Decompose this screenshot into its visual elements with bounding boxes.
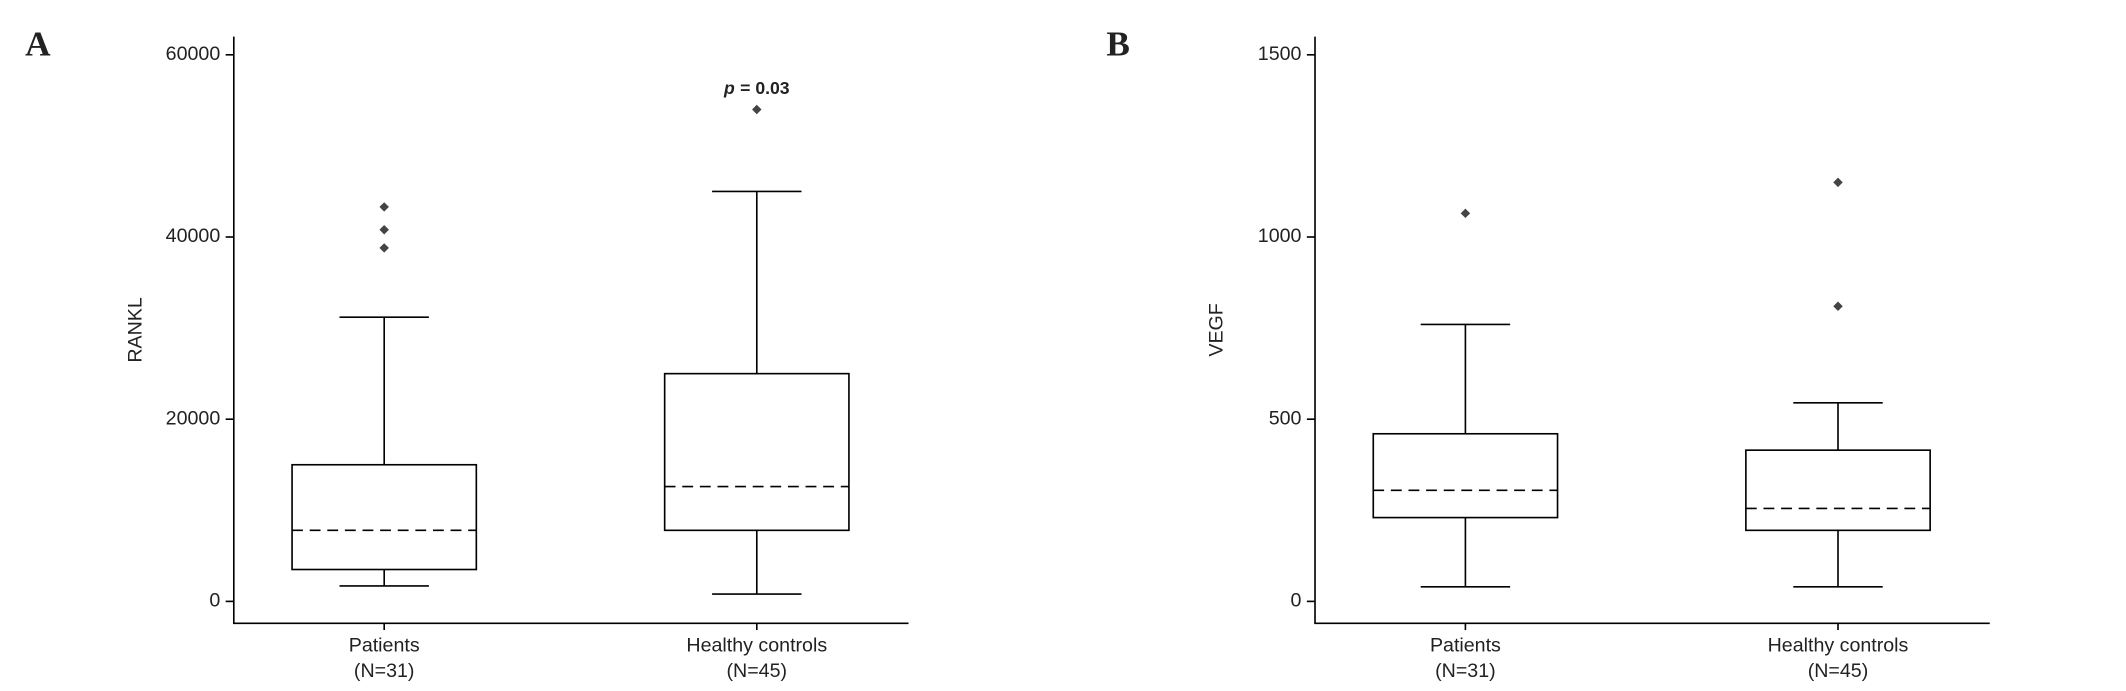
axes [232,36,909,625]
y-tick-label: 20000 [166,407,221,429]
panel-label: A [25,24,51,63]
outlier [1833,177,1843,188]
outlier [1833,301,1843,311]
x-tick-label: Patients [349,634,420,656]
box [1372,432,1559,519]
y-tick-label: 500 [1269,407,1302,429]
x-tick-label: Patients [1430,634,1501,656]
x-tick-label: Healthy controls [1768,634,1909,656]
outlier [379,202,389,212]
annotation-symbol: p [723,78,735,98]
box [1745,449,1931,532]
box [291,463,478,571]
x-tick-label: Healthy controls [686,634,827,656]
box [663,372,850,532]
annotation-text: = 0.03 [740,78,790,98]
axes [1314,36,1990,625]
y-axis-label: VEGF [1206,303,1228,356]
y-tick-label: 1500 [1258,43,1302,65]
outlier [379,224,389,235]
outlier [1460,208,1471,219]
y-tick-label: 0 [1291,590,1302,612]
y-tick-label: 1000 [1258,225,1302,247]
y-tick-label: 40000 [166,225,221,247]
x-tick-count: (N=31) [354,660,415,682]
annotation: p = 0.03 [723,78,790,98]
x-tick-count: (N=31) [1435,660,1496,682]
y-axis-label: RANKL [124,297,146,363]
y-tick-label: 60000 [166,43,221,65]
outlier [752,104,762,115]
x-tick-count: (N=45) [1808,660,1869,682]
y-tick-label: 0 [209,590,220,612]
x-tick-count: (N=45) [727,660,788,682]
panel-label: B [1106,24,1130,63]
outlier [379,243,389,253]
